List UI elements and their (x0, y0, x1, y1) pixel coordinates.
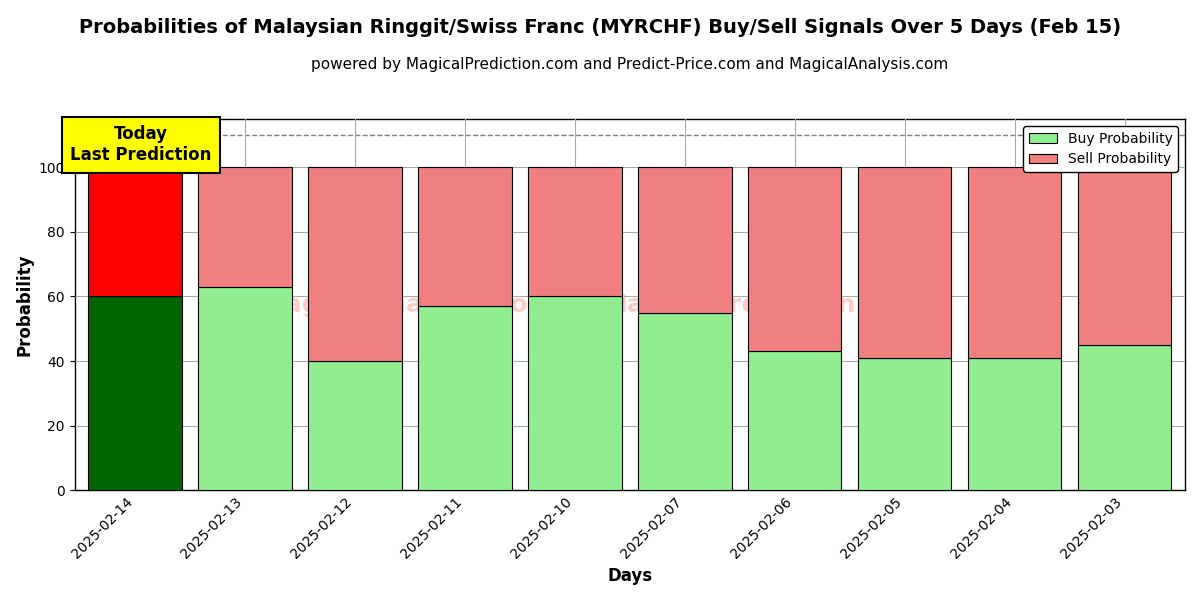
Bar (528, 167, 622, 296)
Bar (1078, 167, 1171, 345)
Bar (308, 361, 402, 490)
Text: Probabilities of Malaysian Ringgit/Swiss Franc (MYRCHF) Buy/Sell Signals Over 5 : Probabilities of Malaysian Ringgit/Swiss… (79, 18, 1121, 37)
Bar (968, 358, 1061, 490)
Bar (748, 167, 841, 352)
Bar (1078, 345, 1171, 490)
Title: powered by MagicalPrediction.com and Predict-Price.com and MagicalAnalysis.com: powered by MagicalPrediction.com and Pre… (311, 57, 948, 72)
Text: MagicalAnalysis.com: MagicalAnalysis.com (260, 293, 554, 317)
Bar (968, 167, 1061, 358)
Text: MagicalPrediction.com: MagicalPrediction.com (602, 293, 924, 317)
Bar (89, 296, 182, 490)
Bar (198, 287, 292, 490)
Bar (638, 167, 732, 313)
Bar (858, 358, 952, 490)
Bar (528, 296, 622, 490)
X-axis label: Days: Days (607, 567, 653, 585)
Bar (419, 167, 511, 306)
Bar (198, 167, 292, 287)
Text: Today
Last Prediction: Today Last Prediction (70, 125, 211, 164)
Bar (748, 352, 841, 490)
Bar (308, 167, 402, 361)
Bar (858, 167, 952, 358)
Y-axis label: Probability: Probability (16, 253, 34, 356)
Bar (419, 306, 511, 490)
Legend: Buy Probability, Sell Probability: Buy Probability, Sell Probability (1024, 126, 1178, 172)
Bar (89, 167, 182, 296)
Bar (638, 313, 732, 490)
